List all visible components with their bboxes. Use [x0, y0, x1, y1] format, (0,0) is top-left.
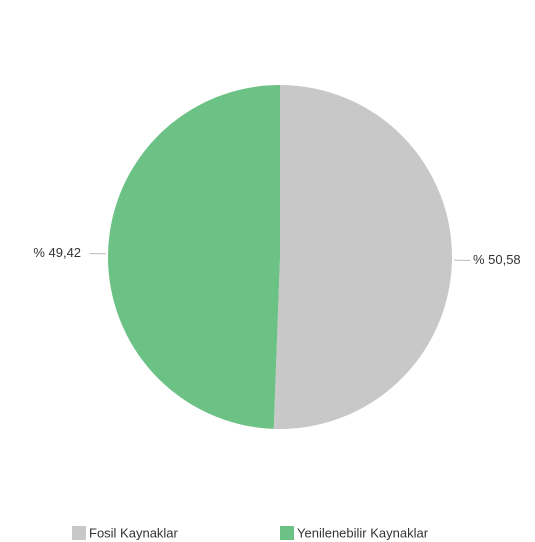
legend-label: Fosil Kaynaklar [89, 525, 179, 540]
data-label: % 49,42 [33, 245, 81, 260]
pie-slice [273, 85, 452, 429]
legend-label: Yenilenebilir Kaynaklar [297, 525, 429, 540]
legend-swatch [72, 526, 86, 540]
data-label: % 50,58 [473, 252, 521, 267]
legend-swatch [280, 526, 294, 540]
pie-slice [107, 84, 281, 429]
